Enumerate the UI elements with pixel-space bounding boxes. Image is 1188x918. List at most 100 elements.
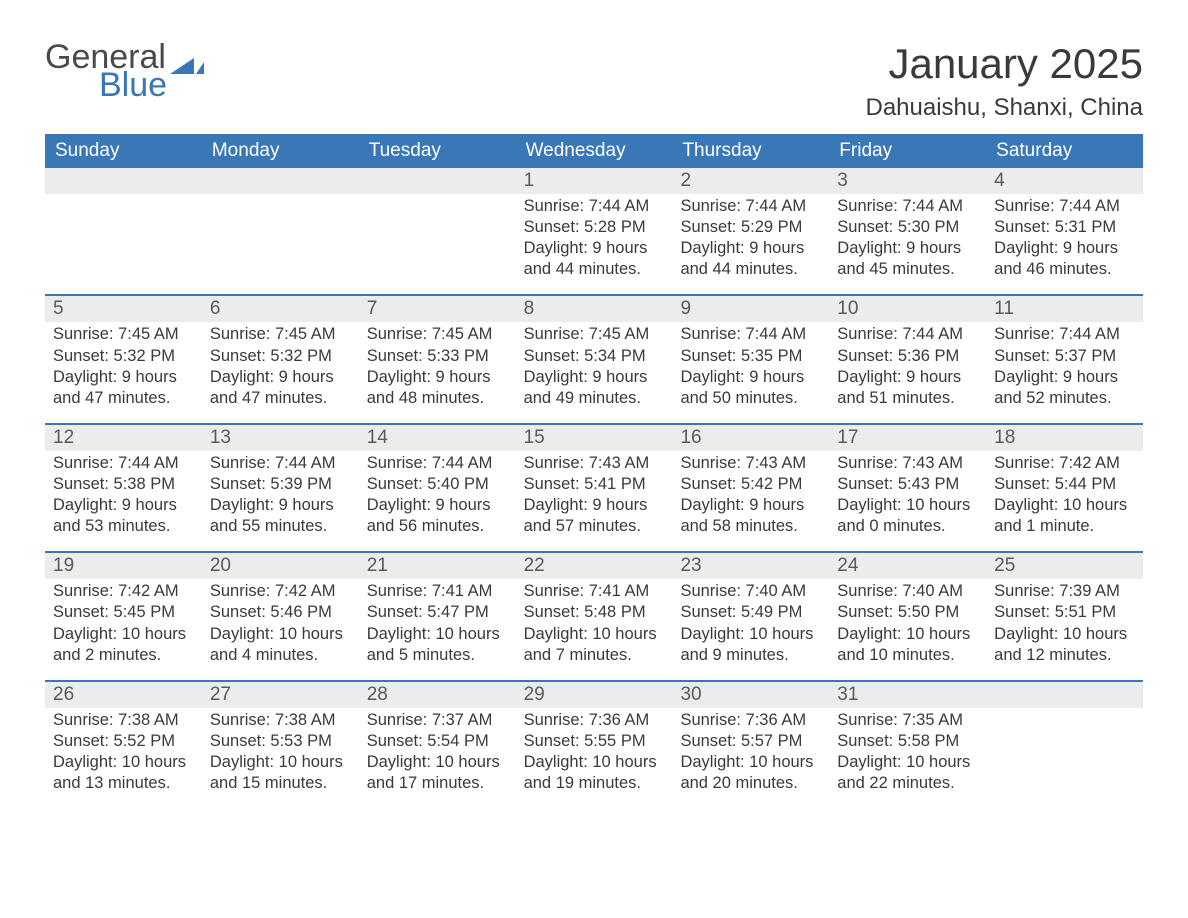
daylight-line: Daylight: 10 hours and 20 minutes. (680, 752, 821, 794)
daylight-line: Daylight: 9 hours and 57 minutes. (524, 495, 665, 537)
day-details: Sunrise: 7:38 AMSunset: 5:53 PMDaylight:… (202, 708, 359, 794)
day-cell: 16Sunrise: 7:43 AMSunset: 5:42 PMDayligh… (672, 425, 829, 551)
day-cell: 18Sunrise: 7:42 AMSunset: 5:44 PMDayligh… (986, 425, 1143, 551)
sunrise-line: Sunrise: 7:43 AM (837, 453, 978, 474)
day-details: Sunrise: 7:45 AMSunset: 5:34 PMDaylight:… (516, 322, 673, 408)
day-details: Sunrise: 7:43 AMSunset: 5:41 PMDaylight:… (516, 451, 673, 537)
day-details: Sunrise: 7:36 AMSunset: 5:55 PMDaylight:… (516, 708, 673, 794)
day-number: 7 (359, 296, 516, 322)
day-cell: 11Sunrise: 7:44 AMSunset: 5:37 PMDayligh… (986, 296, 1143, 422)
sunrise-line: Sunrise: 7:44 AM (524, 196, 665, 217)
sunrise-line: Sunrise: 7:44 AM (53, 453, 194, 474)
daylight-line: Daylight: 10 hours and 7 minutes. (524, 624, 665, 666)
day-cell: 12Sunrise: 7:44 AMSunset: 5:38 PMDayligh… (45, 425, 202, 551)
day-details: Sunrise: 7:42 AMSunset: 5:46 PMDaylight:… (202, 579, 359, 665)
sunset-line: Sunset: 5:28 PM (524, 217, 665, 238)
daylight-line: Daylight: 9 hours and 47 minutes. (210, 367, 351, 409)
daylight-line: Daylight: 9 hours and 50 minutes. (680, 367, 821, 409)
day-cell: 2Sunrise: 7:44 AMSunset: 5:29 PMDaylight… (672, 168, 829, 294)
weekday-header: Wednesday (516, 134, 673, 168)
sunset-line: Sunset: 5:54 PM (367, 731, 508, 752)
logo: General Blue (45, 40, 204, 102)
day-number: 23 (672, 553, 829, 579)
sunset-line: Sunset: 5:51 PM (994, 602, 1135, 623)
day-number: 29 (516, 682, 673, 708)
daylight-line: Daylight: 10 hours and 5 minutes. (367, 624, 508, 666)
day-number: 10 (829, 296, 986, 322)
daylight-line: Daylight: 10 hours and 4 minutes. (210, 624, 351, 666)
sunrise-line: Sunrise: 7:44 AM (994, 324, 1135, 345)
day-cell: 10Sunrise: 7:44 AMSunset: 5:36 PMDayligh… (829, 296, 986, 422)
day-number: 26 (45, 682, 202, 708)
sunrise-line: Sunrise: 7:43 AM (524, 453, 665, 474)
sunrise-line: Sunrise: 7:45 AM (53, 324, 194, 345)
day-details: Sunrise: 7:44 AMSunset: 5:35 PMDaylight:… (672, 322, 829, 408)
sunrise-line: Sunrise: 7:45 AM (210, 324, 351, 345)
day-details: Sunrise: 7:44 AMSunset: 5:29 PMDaylight:… (672, 194, 829, 280)
sunset-line: Sunset: 5:52 PM (53, 731, 194, 752)
daylight-line: Daylight: 9 hours and 51 minutes. (837, 367, 978, 409)
sunset-line: Sunset: 5:30 PM (837, 217, 978, 238)
day-details: Sunrise: 7:44 AMSunset: 5:39 PMDaylight:… (202, 451, 359, 537)
day-number: 25 (986, 553, 1143, 579)
daylight-line: Daylight: 10 hours and 17 minutes. (367, 752, 508, 794)
day-details: Sunrise: 7:44 AMSunset: 5:40 PMDaylight:… (359, 451, 516, 537)
day-number: 6 (202, 296, 359, 322)
day-details: Sunrise: 7:39 AMSunset: 5:51 PMDaylight:… (986, 579, 1143, 665)
sunrise-line: Sunrise: 7:38 AM (53, 710, 194, 731)
day-number (45, 168, 202, 194)
daylight-line: Daylight: 10 hours and 10 minutes. (837, 624, 978, 666)
day-number: 14 (359, 425, 516, 451)
day-details: Sunrise: 7:42 AMSunset: 5:45 PMDaylight:… (45, 579, 202, 665)
sunset-line: Sunset: 5:33 PM (367, 346, 508, 367)
day-number: 1 (516, 168, 673, 194)
daylight-line: Daylight: 9 hours and 46 minutes. (994, 238, 1135, 280)
daylight-line: Daylight: 9 hours and 48 minutes. (367, 367, 508, 409)
day-cell: 30Sunrise: 7:36 AMSunset: 5:57 PMDayligh… (672, 682, 829, 808)
week-row: 12Sunrise: 7:44 AMSunset: 5:38 PMDayligh… (45, 423, 1143, 551)
day-details: Sunrise: 7:45 AMSunset: 5:33 PMDaylight:… (359, 322, 516, 408)
sunrise-line: Sunrise: 7:44 AM (680, 196, 821, 217)
day-details: Sunrise: 7:36 AMSunset: 5:57 PMDaylight:… (672, 708, 829, 794)
day-number: 9 (672, 296, 829, 322)
sunrise-line: Sunrise: 7:42 AM (210, 581, 351, 602)
daylight-line: Daylight: 9 hours and 47 minutes. (53, 367, 194, 409)
day-cell: 19Sunrise: 7:42 AMSunset: 5:45 PMDayligh… (45, 553, 202, 679)
sunrise-line: Sunrise: 7:42 AM (994, 453, 1135, 474)
sunset-line: Sunset: 5:57 PM (680, 731, 821, 752)
daylight-line: Daylight: 9 hours and 55 minutes. (210, 495, 351, 537)
day-number: 22 (516, 553, 673, 579)
day-cell (359, 168, 516, 294)
day-number: 19 (45, 553, 202, 579)
sunrise-line: Sunrise: 7:39 AM (994, 581, 1135, 602)
sunset-line: Sunset: 5:34 PM (524, 346, 665, 367)
sunrise-line: Sunrise: 7:44 AM (994, 196, 1135, 217)
day-number: 27 (202, 682, 359, 708)
day-cell: 29Sunrise: 7:36 AMSunset: 5:55 PMDayligh… (516, 682, 673, 808)
day-details: Sunrise: 7:44 AMSunset: 5:31 PMDaylight:… (986, 194, 1143, 280)
day-number: 4 (986, 168, 1143, 194)
day-cell: 25Sunrise: 7:39 AMSunset: 5:51 PMDayligh… (986, 553, 1143, 679)
day-number: 18 (986, 425, 1143, 451)
daylight-line: Daylight: 9 hours and 49 minutes. (524, 367, 665, 409)
daylight-line: Daylight: 10 hours and 1 minute. (994, 495, 1135, 537)
sunrise-line: Sunrise: 7:44 AM (210, 453, 351, 474)
sunset-line: Sunset: 5:48 PM (524, 602, 665, 623)
day-cell: 5Sunrise: 7:45 AMSunset: 5:32 PMDaylight… (45, 296, 202, 422)
day-details: Sunrise: 7:43 AMSunset: 5:42 PMDaylight:… (672, 451, 829, 537)
day-number: 8 (516, 296, 673, 322)
week-row: 19Sunrise: 7:42 AMSunset: 5:45 PMDayligh… (45, 551, 1143, 679)
day-details: Sunrise: 7:41 AMSunset: 5:48 PMDaylight:… (516, 579, 673, 665)
sunrise-line: Sunrise: 7:35 AM (837, 710, 978, 731)
sunrise-line: Sunrise: 7:36 AM (680, 710, 821, 731)
day-number: 30 (672, 682, 829, 708)
sunset-line: Sunset: 5:45 PM (53, 602, 194, 623)
sunset-line: Sunset: 5:46 PM (210, 602, 351, 623)
daylight-line: Daylight: 9 hours and 58 minutes. (680, 495, 821, 537)
sunset-line: Sunset: 5:55 PM (524, 731, 665, 752)
daylight-line: Daylight: 9 hours and 56 minutes. (367, 495, 508, 537)
sunset-line: Sunset: 5:31 PM (994, 217, 1135, 238)
sunrise-line: Sunrise: 7:36 AM (524, 710, 665, 731)
logo-text-blue: Blue (99, 68, 204, 102)
day-details: Sunrise: 7:43 AMSunset: 5:43 PMDaylight:… (829, 451, 986, 537)
